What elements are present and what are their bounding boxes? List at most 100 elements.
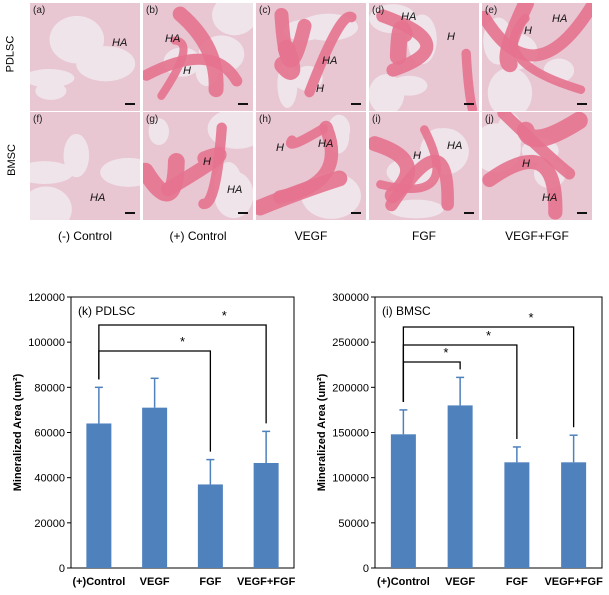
panel-letter: (i) (372, 114, 381, 125)
y-tick-label: 120000 (28, 292, 65, 304)
histology-image (369, 3, 479, 111)
scale-bar (464, 212, 474, 214)
y-tick-label: 100000 (28, 337, 65, 349)
x-tick-label: VEGF (140, 576, 170, 588)
significance-bracket (402, 344, 518, 439)
hydroxyapatite-label: HA (90, 192, 106, 204)
y-tick-label: 50000 (338, 518, 369, 530)
bone-label: H (316, 83, 324, 95)
histology-panel-a: (a) HA (30, 3, 140, 111)
x-tick-label: VEGF (445, 576, 475, 588)
x-tick-label: FGF (506, 576, 528, 588)
y-tick-label: 0 (59, 563, 65, 575)
significance-bracket (402, 361, 461, 402)
hydroxyapatite-label: HA (227, 184, 243, 196)
row-label-bmsc: BMSC (5, 144, 18, 176)
histology-image (30, 3, 140, 111)
panel-letter: (c) (259, 5, 271, 16)
chart-title: (k) PDLSC (78, 304, 136, 318)
bar-vegf-fgf (561, 462, 587, 568)
y-tick-label: 200000 (332, 382, 369, 394)
histology-panel-h: (h) H HA (256, 112, 366, 220)
significance-bracket (98, 324, 267, 424)
bone-label: H (203, 156, 211, 168)
bar-fgf (504, 462, 530, 568)
hydroxyapatite-label: HA (112, 37, 128, 49)
chart-frame-pdlsc (70, 296, 295, 569)
condition-label-vegf: VEGF (294, 229, 328, 243)
scale-bar (464, 103, 474, 105)
x-tick-label: VEGF+FGF (544, 576, 603, 588)
scale-bar (125, 103, 135, 105)
hydroxyapatite-label: HA (165, 33, 181, 45)
hydroxyapatite-label: HA (318, 138, 334, 150)
bone-label: H (447, 31, 455, 43)
panel-letter: (f) (33, 114, 43, 125)
histology-image (256, 112, 366, 220)
panel-letter: (e) (485, 5, 498, 16)
bar-vegf (447, 405, 473, 568)
histology-panel-d: (d) HA H (369, 3, 479, 111)
x-tick-label: FGF (199, 576, 221, 588)
histology-panel-c: (c) HA H (256, 3, 366, 111)
bone-label: H (413, 150, 421, 162)
y-tick-label: 300000 (332, 292, 369, 304)
bone-label: H (183, 65, 191, 77)
histology-panel-j: (j) H HA (482, 112, 592, 220)
bone-label: H (276, 142, 284, 154)
y-tick-label: 80000 (34, 382, 65, 394)
bar--control (86, 423, 112, 568)
panel-letter: (d) (372, 5, 385, 16)
panel-letter: (h) (259, 114, 272, 125)
scale-bar (351, 212, 361, 214)
hydroxyapatite-label: HA (322, 55, 338, 67)
significance-star: * (529, 310, 534, 325)
x-tick-label: VEGF+FGF (237, 576, 296, 588)
hydroxyapatite-label: HA (552, 13, 568, 25)
y-tick-label: 150000 (332, 428, 369, 440)
bone-label: H (524, 25, 532, 37)
scale-bar (238, 103, 248, 105)
row-label-pdlsc: PDLSC (4, 35, 17, 73)
histology-panel-g: (g) H HA (143, 112, 253, 220)
panel-letter: (g) (146, 114, 159, 125)
condition-label-vegf-fgf: VEGF+FGF (505, 229, 569, 243)
condition-label-positive-control: (+) Control (169, 229, 227, 243)
bar--control (390, 434, 416, 568)
panel-letter: (a) (33, 5, 46, 16)
condition-label-fgf: FGF (412, 229, 436, 243)
significance-bracket (402, 326, 575, 428)
hydroxyapatite-label: HA (447, 140, 463, 152)
histology-image (482, 112, 592, 220)
chart-title: (i) BMSC (382, 304, 431, 318)
y-tick-label: 40000 (34, 473, 65, 485)
y-tick-label: 60000 (34, 428, 65, 440)
scale-bar (577, 103, 587, 105)
scale-bar (351, 103, 361, 105)
histology-panel-i: (i) H HA (369, 112, 479, 220)
condition-label-negative-control: (-) Control (57, 229, 112, 243)
scale-bar (238, 212, 248, 214)
chart-frame-bmsc (374, 296, 603, 569)
x-tick-label: (+)Control (72, 576, 125, 588)
significance-star: * (486, 328, 491, 343)
y-tick-label: 100000 (332, 473, 369, 485)
bar-vegf-fgf (253, 462, 279, 568)
histology-image (30, 112, 140, 220)
y-tick-label: 0 (363, 563, 369, 575)
x-tick-label: (+)Control (377, 576, 430, 588)
histology-image (482, 3, 592, 111)
bar-vegf (142, 407, 168, 568)
y-axis-label: Mineralized Area (um²) (316, 373, 328, 491)
panel-letter: (j) (485, 114, 494, 125)
y-axis-label: Mineralized Area (um²) (12, 373, 24, 491)
panel-letter: (b) (146, 5, 159, 16)
histology-panel-e: (e) HA H (482, 3, 592, 111)
y-tick-label: 20000 (34, 518, 65, 530)
histology-panel-b: (b) HA H (143, 3, 253, 111)
histology-image (369, 112, 479, 220)
hydroxyapatite-label: HA (542, 192, 558, 204)
significance-star: * (443, 345, 448, 360)
bar-fgf (197, 484, 223, 568)
bone-label: H (522, 158, 530, 170)
